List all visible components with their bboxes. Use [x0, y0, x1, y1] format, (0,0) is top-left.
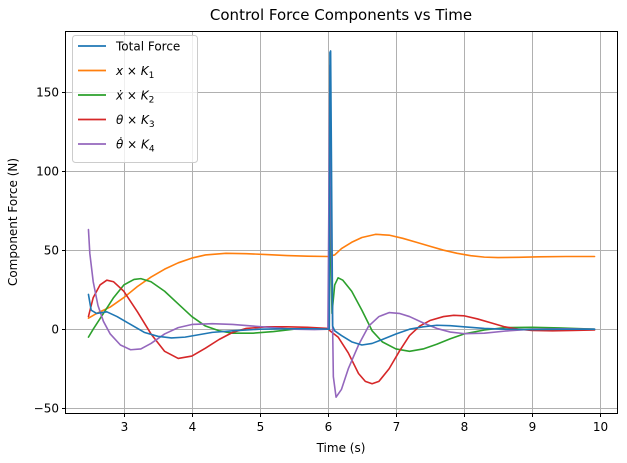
x-tick-label: 5 — [257, 420, 265, 434]
legend: Total Force x × K1 ẋ × K2 θ × K3 θ̇ × K4 — [72, 35, 198, 163]
y-tick-label: 100 — [36, 165, 59, 179]
axis-ticks: 3 4 5 6 7 8 9 10 −50 0 50 100 150 — [34, 86, 608, 435]
legend-box — [72, 35, 198, 163]
y-tick-label: −50 — [34, 402, 59, 416]
y-tick-label: 0 — [51, 323, 59, 337]
y-axis-label: Component Force (N) — [6, 158, 20, 286]
x-axis-label: Time (s) — [316, 441, 366, 455]
series-line — [87, 279, 596, 385]
x-tick-label: 9 — [529, 420, 537, 434]
plot-frame — [65, 31, 618, 414]
x-tick-label: 10 — [593, 420, 608, 434]
x-tick-label: 7 — [393, 420, 401, 434]
series-line — [87, 233, 596, 319]
series-lines — [87, 50, 596, 398]
y-tick-label: 150 — [36, 86, 59, 100]
series-line — [87, 50, 596, 346]
legend-label: θ̇ × K4 — [116, 136, 155, 154]
x-tick-label: 3 — [121, 420, 129, 434]
chart-title: Control Force Components vs Time — [210, 6, 472, 24]
x-tick-label: 6 — [325, 420, 333, 434]
y-tick-label: 50 — [44, 244, 59, 258]
x-tick-label: 8 — [461, 420, 469, 434]
x-tick-label: 4 — [189, 420, 197, 434]
legend-label: θ × K3 — [116, 113, 155, 130]
legend-label: x × K1 — [115, 64, 154, 81]
legend-label: ẋ × K2 — [115, 89, 154, 106]
legend-label: Total Force — [115, 40, 180, 54]
